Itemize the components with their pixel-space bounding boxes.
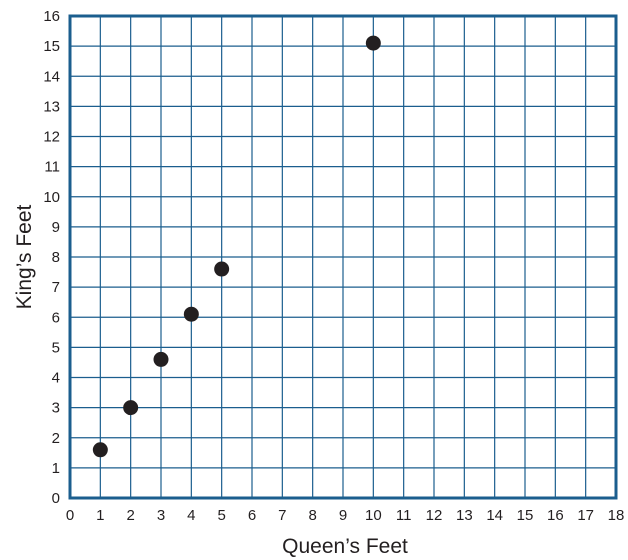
y-axis-label: King’s Feet [13, 204, 36, 309]
y-tick-label: 8 [52, 249, 60, 266]
data-points [92, 35, 381, 458]
data-point [183, 306, 199, 322]
x-tick-label: 5 [217, 507, 225, 524]
y-tick-label: 10 [43, 189, 60, 206]
y-tick-label: 1 [52, 460, 60, 477]
y-tick-label: 14 [43, 68, 60, 85]
data-point [123, 400, 139, 416]
y-tick-label: 2 [52, 430, 60, 447]
y-tick-label: 5 [52, 339, 60, 356]
data-point [214, 261, 230, 277]
data-point [153, 351, 169, 367]
data-point [365, 35, 381, 51]
x-tick-label: 0 [66, 507, 74, 524]
y-tick-label: 4 [52, 370, 60, 387]
x-tick-label: 12 [426, 507, 443, 524]
x-tick-label: 4 [187, 507, 195, 524]
y-tick-label: 0 [52, 490, 60, 507]
y-tick-label: 15 [43, 38, 60, 55]
x-tick-label: 6 [248, 507, 256, 524]
x-tick-label: 11 [396, 507, 412, 524]
x-tick-label: 18 [608, 507, 625, 524]
x-tick-label: 16 [547, 507, 564, 524]
y-tick-label: 13 [43, 98, 60, 115]
x-tick-label: 7 [278, 507, 286, 524]
y-tick-label: 6 [52, 309, 60, 326]
x-tick-label: 17 [577, 507, 594, 524]
y-tick-label: 7 [52, 279, 60, 296]
x-tick-label: 1 [96, 507, 104, 524]
x-tick-label: 13 [456, 507, 473, 524]
x-tick-label: 15 [517, 507, 534, 524]
x-axis-label: Queen’s Feet [282, 535, 408, 558]
y-tick-label: 11 [44, 159, 60, 176]
x-tick-label: 2 [126, 507, 134, 524]
x-tick-label: 10 [365, 507, 382, 524]
y-tick-label: 3 [52, 400, 60, 417]
data-point [92, 442, 108, 458]
x-axis-tick-labels: 0 1 2 3 4 5 6 7 8 9 10 11 12 13 14 15 16 17 18 [66, 507, 625, 524]
x-tick-label: 8 [308, 507, 316, 524]
x-tick-label: 3 [157, 507, 165, 524]
grid [70, 16, 616, 498]
x-tick-label: 9 [339, 507, 347, 524]
plot-frame [68, 14, 618, 500]
y-tick-label: 12 [43, 129, 60, 146]
y-tick-label: 16 [43, 8, 60, 25]
y-tick-label: 9 [52, 219, 60, 236]
x-tick-label: 14 [486, 507, 503, 524]
